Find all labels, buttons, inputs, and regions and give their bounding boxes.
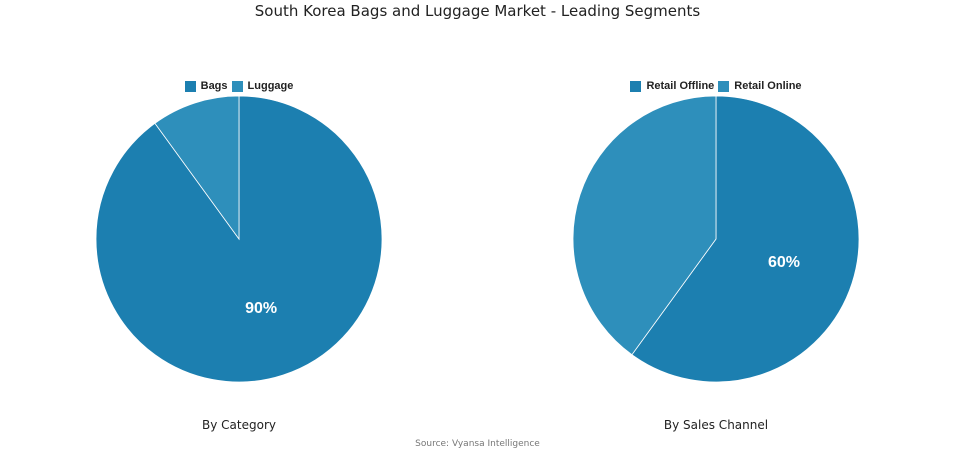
category-caption: By Category <box>202 418 276 432</box>
sales-channel-pie-panel: Retail Offline Retail Online 60% By Sale… <box>477 0 955 454</box>
legend-swatch-retail-online <box>718 80 730 92</box>
slice-luggage[interactable] <box>154 95 240 241</box>
slice-retail-offline[interactable] <box>631 95 860 383</box>
legend-label-bags: Bags <box>200 80 228 92</box>
legend-swatch-bags <box>184 80 196 92</box>
legend-label-luggage: Luggage <box>247 80 294 92</box>
category-pie-chart: 90% <box>95 95 383 383</box>
legend-item-bags[interactable]: Bags <box>184 80 228 92</box>
legend-swatch-retail-offline <box>630 80 642 92</box>
legend-swatch-luggage <box>231 80 243 92</box>
sales-channel-legend: Retail Offline Retail Online <box>477 80 955 92</box>
source-note: Source: Vyansa Intelligence <box>415 439 540 449</box>
legend-item-retail-offline[interactable]: Retail Offline <box>630 80 714 92</box>
category-pie-panel: Bags Luggage 90% By Category <box>0 80 478 432</box>
chart-title: South Korea Bags and Luggage Market - Le… <box>254 2 701 20</box>
sales-channel-caption: By Sales Channel <box>663 418 769 432</box>
category-legend: Bags Luggage <box>0 80 478 92</box>
legend-item-luggage[interactable]: Luggage <box>231 80 294 92</box>
legend-item-retail-online[interactable]: Retail Online <box>718 80 802 92</box>
legend-label-retail-online: Retail Online <box>734 80 802 92</box>
slice-bags-data-label: 90% <box>245 300 277 317</box>
sales-channel-pie-chart: 60% <box>572 95 860 383</box>
slice-retail-offline-data-label: 60% <box>768 254 800 271</box>
legend-label-retail-offline: Retail Offline <box>646 80 715 92</box>
slice-retail-online[interactable] <box>572 95 717 356</box>
